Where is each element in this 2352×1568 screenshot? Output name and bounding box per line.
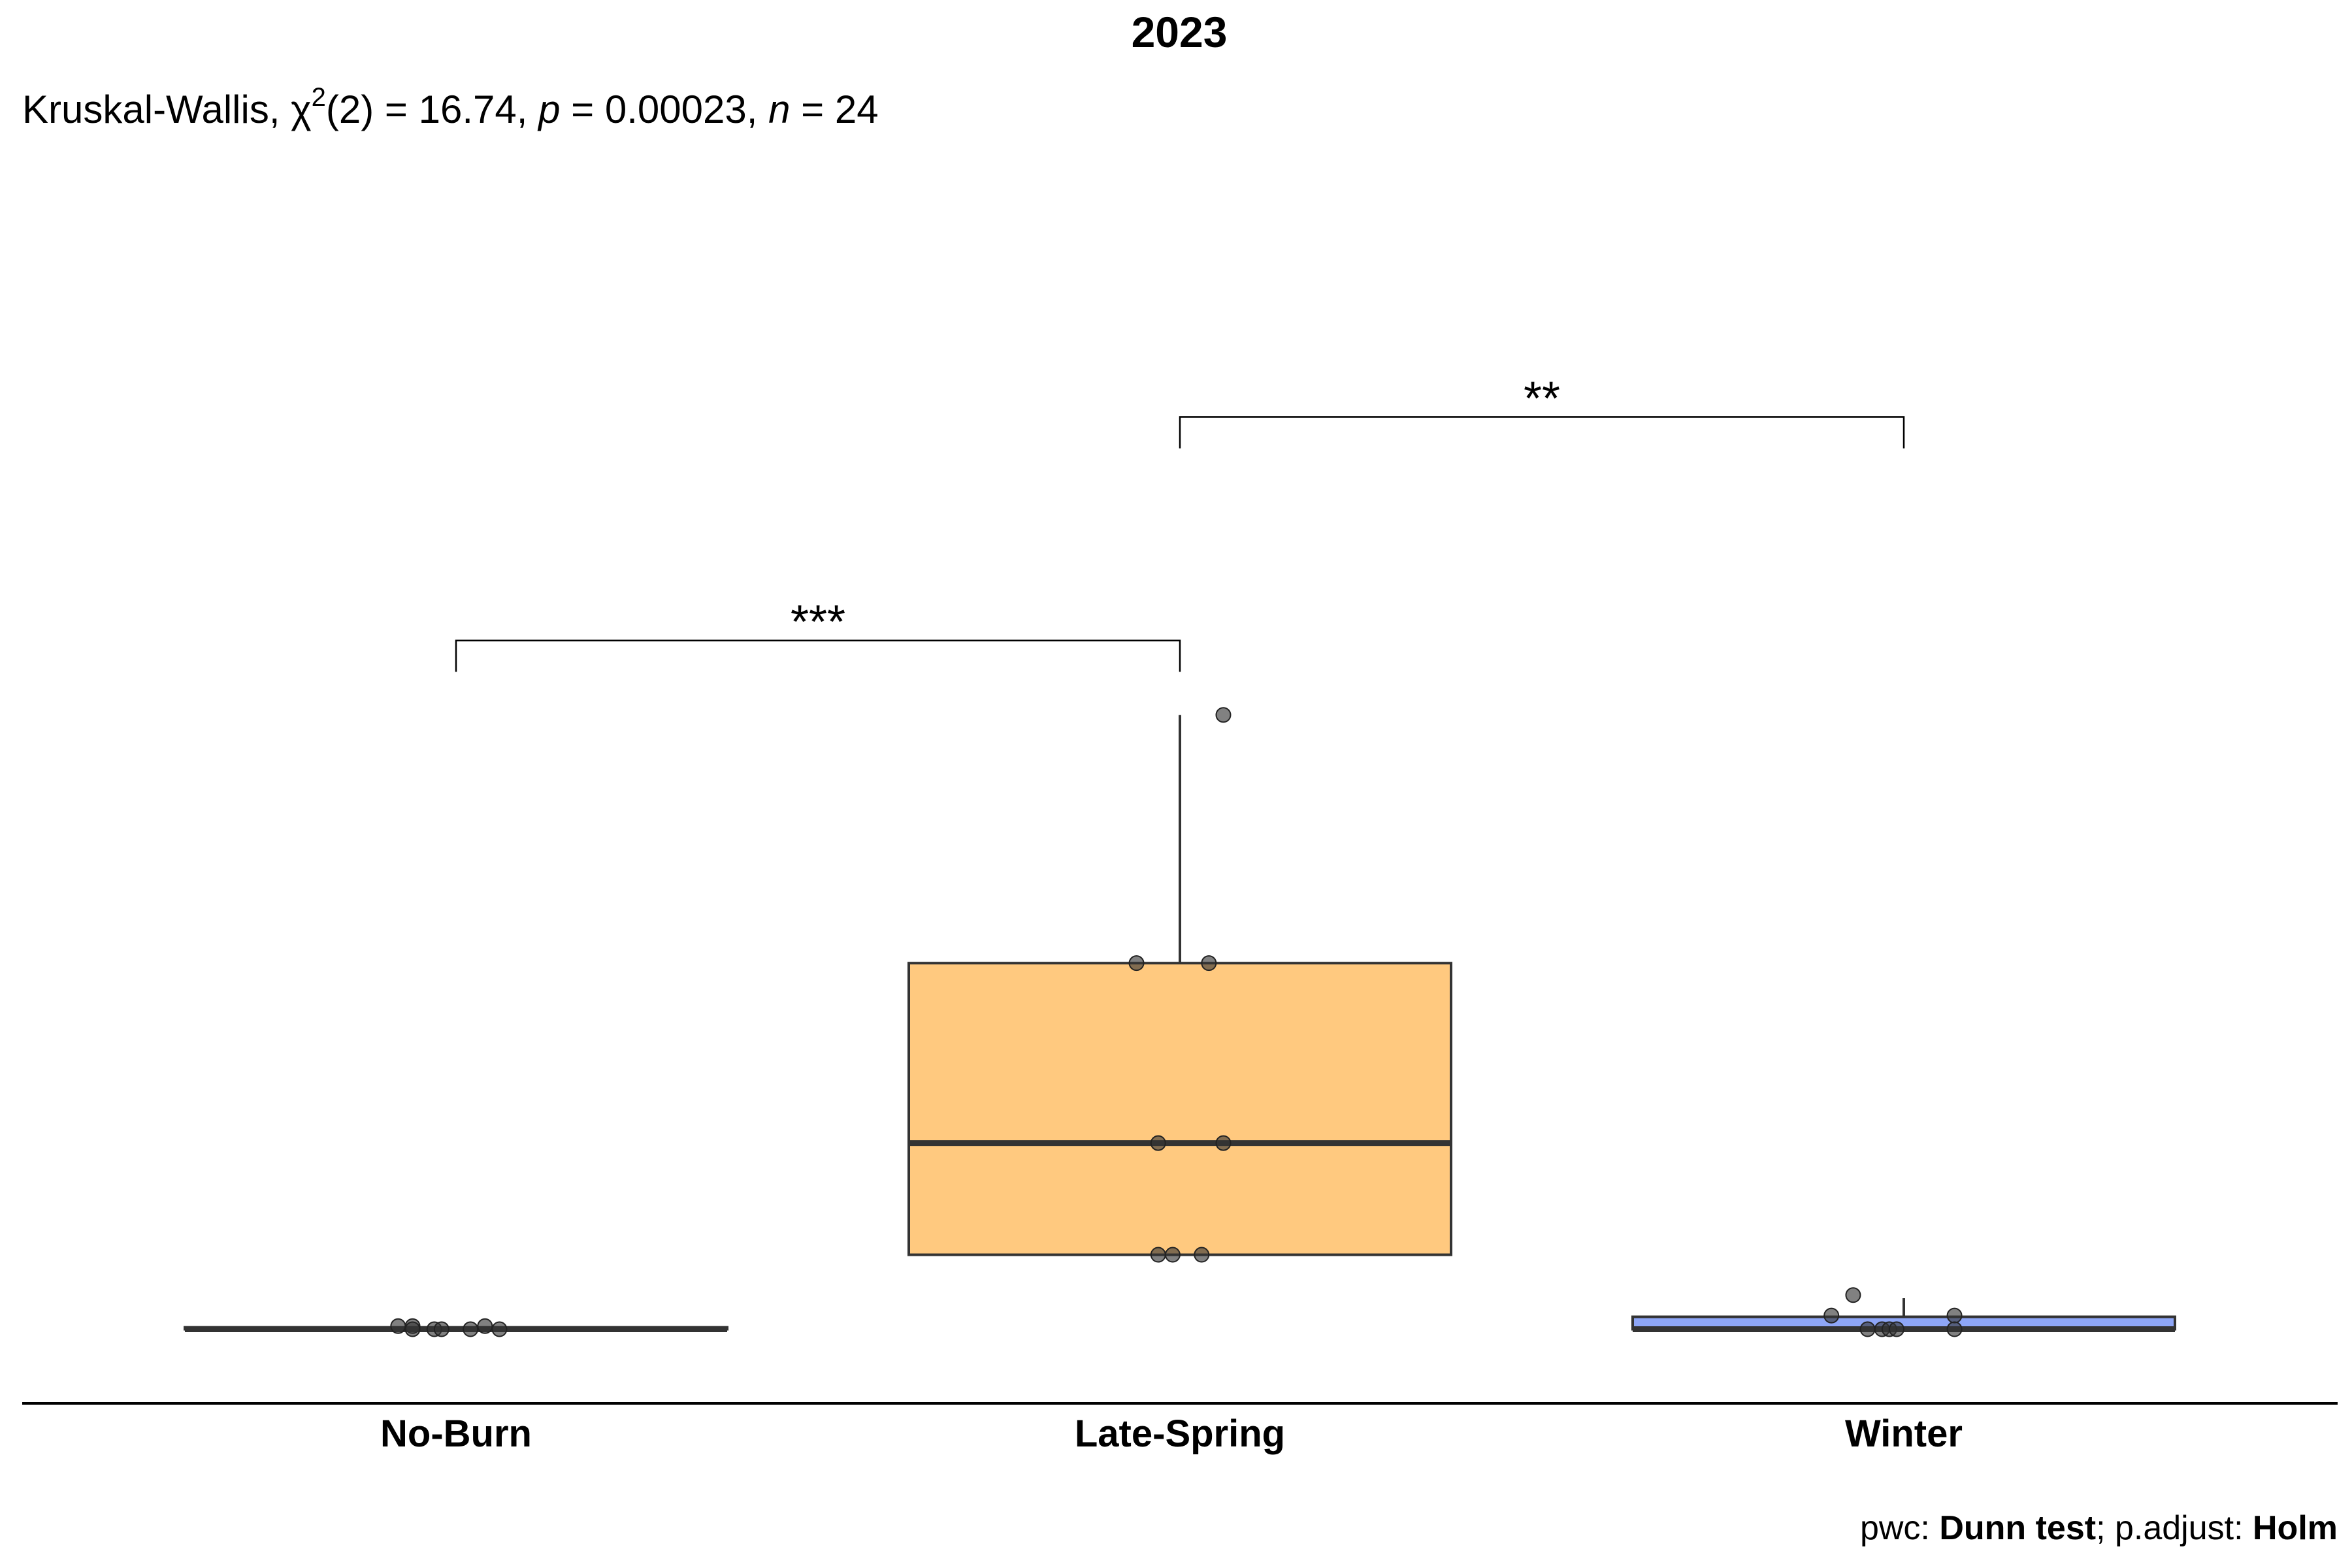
point-late-spring-6 xyxy=(1150,1247,1166,1263)
caption-mid: ; p.adjust: xyxy=(2096,1509,2253,1547)
point-no-burn-1 xyxy=(390,1318,406,1334)
subtitle-p-value: = 0.00023, xyxy=(560,88,768,131)
point-late-spring-7 xyxy=(1164,1247,1181,1263)
comparisons-layer: ***** xyxy=(455,372,1905,672)
point-late-spring-4 xyxy=(1150,1135,1166,1151)
point-no-burn-5 xyxy=(433,1321,449,1337)
point-late-spring-8 xyxy=(1194,1247,1210,1263)
point-winter-4 xyxy=(1859,1321,1876,1337)
x-tick-label-late-spring: Late-Spring xyxy=(1075,1413,1285,1455)
point-late-spring-2 xyxy=(1128,955,1145,972)
point-winter-7 xyxy=(1888,1321,1904,1337)
subtitle-chi-sup: 2 xyxy=(312,83,326,112)
point-no-burn-8 xyxy=(491,1321,508,1337)
subtitle-p-symbol: p xyxy=(537,88,560,131)
points-layer xyxy=(390,707,1963,1337)
point-no-burn-6 xyxy=(463,1321,479,1337)
box-body-late-spring xyxy=(907,962,1452,1256)
x-tick-label-no-burn: No-Burn xyxy=(380,1413,532,1455)
point-late-spring-5 xyxy=(1215,1135,1232,1151)
subtitle-n-symbol: n xyxy=(768,88,790,131)
subtitle-test: Kruskal-Wallis, xyxy=(22,88,291,131)
caption-prefix: pwc: xyxy=(1860,1509,1939,1547)
box-winter xyxy=(1631,1298,2176,1333)
comparison-late-spring-vs-winter: ** xyxy=(1179,372,1905,449)
significance-label-1: *** xyxy=(791,596,845,648)
caption-adjust: Holm xyxy=(2253,1509,2338,1547)
comparison-bracket-2 xyxy=(1179,416,1905,449)
chart-title: 2023 xyxy=(1132,8,1228,56)
boxes-layer xyxy=(184,715,2176,1333)
point-winter-3 xyxy=(1946,1307,1963,1324)
comparison-bracket-1 xyxy=(455,640,1181,672)
x-tick-label-winter: Winter xyxy=(1845,1413,1963,1455)
subtitle-df: (2) = 16.74, xyxy=(326,88,538,131)
point-late-spring-1 xyxy=(1215,707,1232,723)
comparison-no-burn-vs-late-spring: *** xyxy=(455,596,1181,672)
point-winter-8 xyxy=(1946,1321,1963,1337)
point-winter-1 xyxy=(1845,1287,1861,1303)
point-no-burn-7 xyxy=(477,1318,493,1334)
chart-subtitle: Kruskal-Wallis, χ2(2) = 16.74, p = 0.000… xyxy=(22,83,879,131)
box-late-spring xyxy=(907,715,1452,1256)
significance-label-2: ** xyxy=(1524,372,1560,425)
caption: pwc: Dunn test; p.adjust: Holm xyxy=(1860,1509,2338,1547)
point-late-spring-3 xyxy=(1201,955,1217,972)
x-tick-labels: No-Burn Late-Spring Winter xyxy=(380,1413,1963,1455)
point-no-burn-3 xyxy=(404,1321,421,1337)
point-winter-2 xyxy=(1823,1307,1840,1324)
subtitle-chi: χ xyxy=(291,88,312,131)
box-no-burn xyxy=(184,1326,728,1333)
caption-method: Dunn test xyxy=(1939,1509,2096,1547)
subtitle-n-value: = 24 xyxy=(790,88,878,131)
